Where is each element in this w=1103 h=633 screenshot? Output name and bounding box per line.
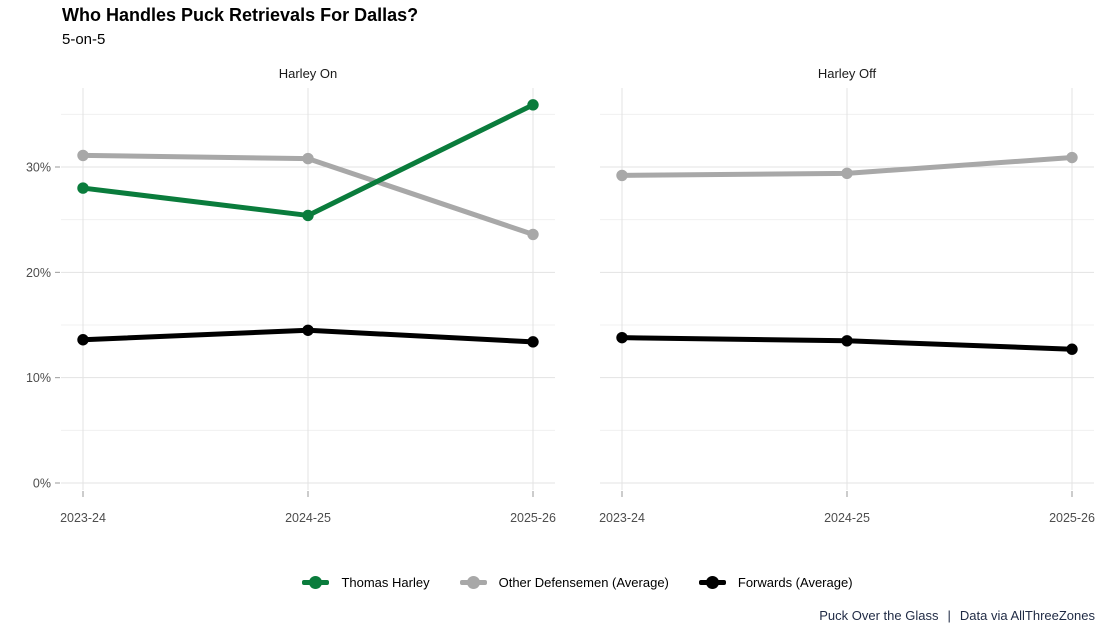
- facet-title-harley-on: Harley On: [278, 66, 338, 81]
- series-other-defensemen-average-: [77, 149, 539, 241]
- caption-source: Data via AllThreeZones: [959, 608, 1095, 623]
- caption-separator: |: [947, 608, 951, 623]
- legend-item-thomas-harley: Thomas Harley: [302, 574, 430, 590]
- y-axis: 0% 10% 20% 30%: [26, 161, 60, 491]
- legend-label: Other Defensemen (Average): [498, 574, 669, 590]
- legend: Thomas Harley Other Defensemen (Average)…: [61, 571, 1094, 593]
- x-axis-label: 2024-25: [285, 511, 331, 525]
- x-axis-label: 2023-24: [60, 511, 106, 525]
- legend-label: Thomas Harley: [341, 574, 430, 590]
- caption-brand: Puck Over the Glass: [819, 608, 939, 623]
- x-axis-label: 2025-26: [510, 511, 556, 525]
- y-axis-label: 30%: [26, 161, 51, 175]
- legend-label: Forwards (Average): [737, 574, 853, 590]
- legend-key-line: [302, 575, 330, 589]
- panel-0: 2023-24 2024-25 2025-26: [60, 88, 556, 525]
- x-axis-label: 2025-26: [1049, 511, 1095, 525]
- panel-1: 2023-24 2024-25 2025-26: [599, 88, 1095, 525]
- facet-title-harley-off: Harley Off: [817, 66, 877, 81]
- x-axis-label: 2024-25: [824, 511, 870, 525]
- legend-item-other-defensemen: Other Defensemen (Average): [459, 574, 669, 590]
- legend-key-dot: [309, 575, 323, 589]
- y-axis-label: 0%: [33, 477, 51, 491]
- line-chart: 2023-24 2024-25 2025-26 2023-24 2024-25 2025-…: [26, 88, 1095, 525]
- series-other-defensemen-average-: [616, 151, 1078, 182]
- series-forwards-average-: [616, 331, 1078, 355]
- series-thomas-harley: [77, 99, 539, 222]
- legend-key-line: [698, 575, 726, 589]
- legend-item-forwards: Forwards (Average): [698, 574, 853, 590]
- legend-key-dot: [466, 575, 480, 589]
- y-axis-label: 20%: [26, 266, 51, 280]
- caption: Puck Over the Glass | Data via AllThreeZon…: [819, 608, 1095, 623]
- y-axis-label: 10%: [26, 371, 51, 385]
- chart-title: Who Handles Puck Retrievals For Dallas?: [62, 5, 419, 25]
- legend-key-line: [459, 575, 487, 589]
- x-axis-label: 2023-24: [599, 511, 645, 525]
- legend-key-dot: [705, 575, 719, 589]
- series-forwards-average-: [77, 324, 539, 348]
- chart-subtitle: 5-on-5: [62, 31, 106, 48]
